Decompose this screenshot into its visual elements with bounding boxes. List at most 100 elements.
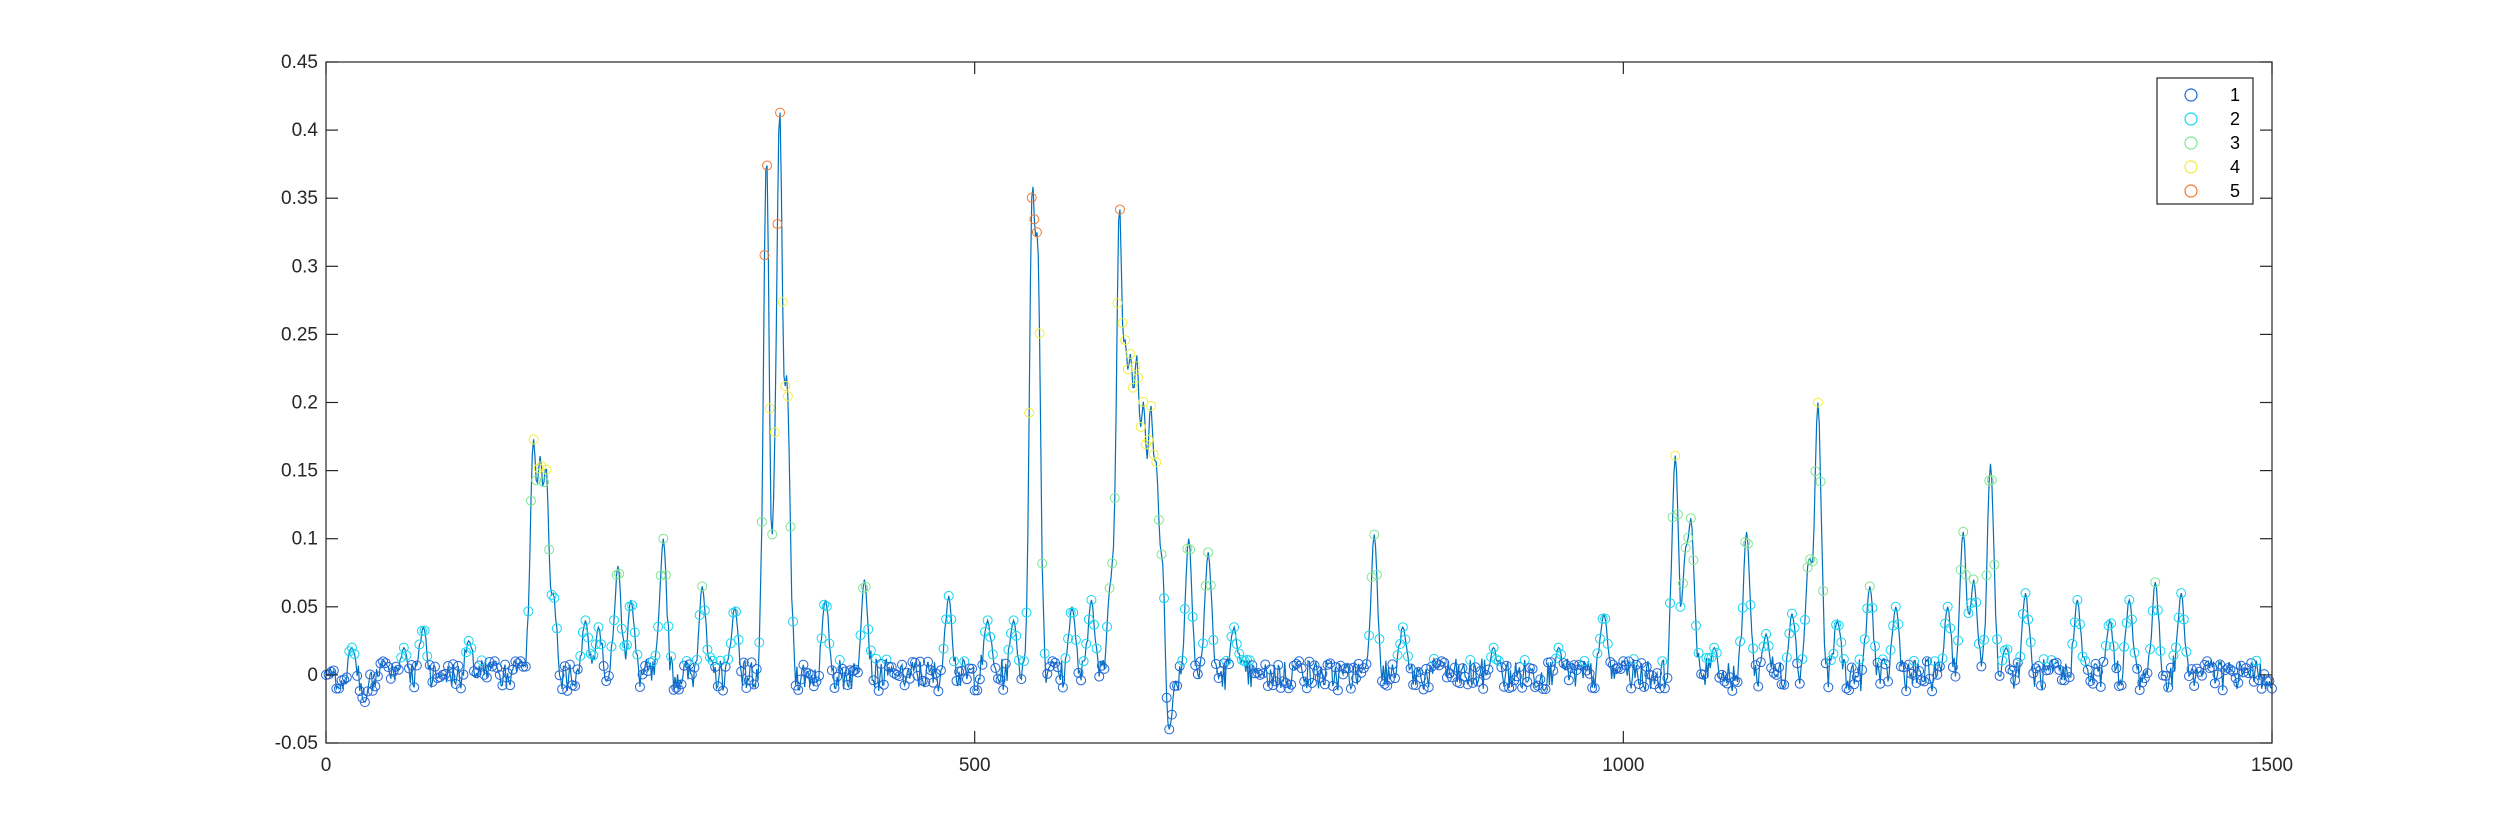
data-point [1665, 598, 1676, 609]
data-point [1146, 400, 1157, 411]
data-point [1309, 660, 1320, 671]
data-point [756, 516, 767, 527]
data-point [1628, 654, 1639, 665]
data-point [881, 654, 892, 665]
data-point [2251, 655, 2262, 666]
data-point [2150, 577, 2161, 588]
data-point [1094, 671, 1105, 682]
data-point [1771, 669, 1782, 680]
data-point [647, 656, 658, 667]
data-point [655, 570, 666, 581]
data-point [2132, 663, 2143, 674]
data-point [1890, 601, 1901, 612]
data-point [1882, 676, 1893, 687]
data-point [1714, 672, 1725, 683]
data-point [1037, 558, 1048, 569]
data-point [1239, 656, 1250, 667]
data-point [1000, 658, 1011, 669]
data-point [1766, 662, 1777, 673]
data-point [2160, 670, 2171, 681]
data-point [487, 661, 498, 672]
data-point [1519, 654, 1530, 665]
data-point [764, 403, 775, 414]
data-point [476, 655, 487, 666]
data-point [2261, 676, 2272, 687]
data-point [1862, 603, 1873, 614]
data-point [1159, 593, 1170, 604]
data-point [1236, 654, 1247, 665]
data-point [463, 635, 474, 646]
data-point [1828, 648, 1839, 659]
data-point [541, 464, 552, 475]
data-point [868, 675, 879, 686]
data-point [1914, 665, 1925, 676]
data-point [1537, 683, 1548, 694]
data-point [1496, 662, 1507, 673]
data-point [1841, 683, 1852, 694]
data-point [2093, 666, 2104, 677]
plot-area [326, 62, 2272, 743]
data-point [1927, 686, 1938, 697]
data-point [1418, 684, 1429, 695]
data-point [1065, 607, 1076, 618]
data-point [1109, 492, 1120, 503]
data-point [946, 614, 957, 625]
data-point [1166, 709, 1177, 720]
data-point [1260, 659, 1271, 670]
data-point [1859, 634, 1870, 645]
data-point [1908, 655, 1919, 666]
data-point [998, 684, 1009, 695]
data-point [1815, 476, 1826, 487]
data-point [1452, 677, 1463, 688]
data-point [1332, 685, 1343, 696]
data-point [723, 654, 734, 665]
data-point [1758, 641, 1769, 652]
data-point [1107, 558, 1118, 569]
data-point [1138, 396, 1149, 407]
data-point [1047, 656, 1058, 667]
data-point [554, 670, 565, 681]
data-point [967, 663, 978, 674]
data-point [977, 659, 988, 670]
data-point [1345, 683, 1356, 694]
data-point [445, 671, 456, 682]
data-point [455, 683, 466, 694]
data-point [1880, 659, 1891, 670]
data-point [1506, 681, 1517, 692]
data-point [2222, 663, 2233, 674]
axes: 0 500 1000 1500-0.0500.050.10.150.20.250.30… [275, 52, 2293, 776]
data-point [1854, 654, 1865, 665]
data-point [1304, 656, 1315, 667]
data-point [1060, 653, 1071, 664]
data-point [1086, 594, 1097, 605]
data-point [1750, 660, 1761, 671]
data-point [1478, 683, 1489, 694]
data-point [1799, 614, 1810, 625]
data-point [1364, 630, 1375, 641]
data-point [2012, 657, 2023, 668]
data-point [549, 592, 560, 603]
data-point [505, 680, 516, 691]
data-point [1594, 633, 1605, 644]
data-point [987, 649, 998, 660]
data-point [385, 673, 396, 684]
data-point [1340, 663, 1351, 674]
data-point [733, 634, 744, 645]
data-point [951, 675, 962, 686]
data-point [1844, 685, 1855, 696]
data-point [2155, 646, 2166, 657]
legend: 1 2 3 4 5 [2156, 77, 2254, 205]
data-point [850, 664, 861, 675]
data-point [2111, 663, 2122, 674]
data-point [502, 668, 513, 679]
y-tick-label: 0.15 [281, 461, 318, 482]
data-point [331, 683, 342, 694]
data-point [1244, 655, 1255, 666]
data-point [409, 682, 420, 693]
data-point [1465, 654, 1476, 665]
data-point [1784, 628, 1795, 639]
data-point [489, 656, 500, 667]
data-point [1563, 675, 1574, 686]
data-point [1491, 654, 1502, 665]
data-point [1322, 659, 1333, 670]
